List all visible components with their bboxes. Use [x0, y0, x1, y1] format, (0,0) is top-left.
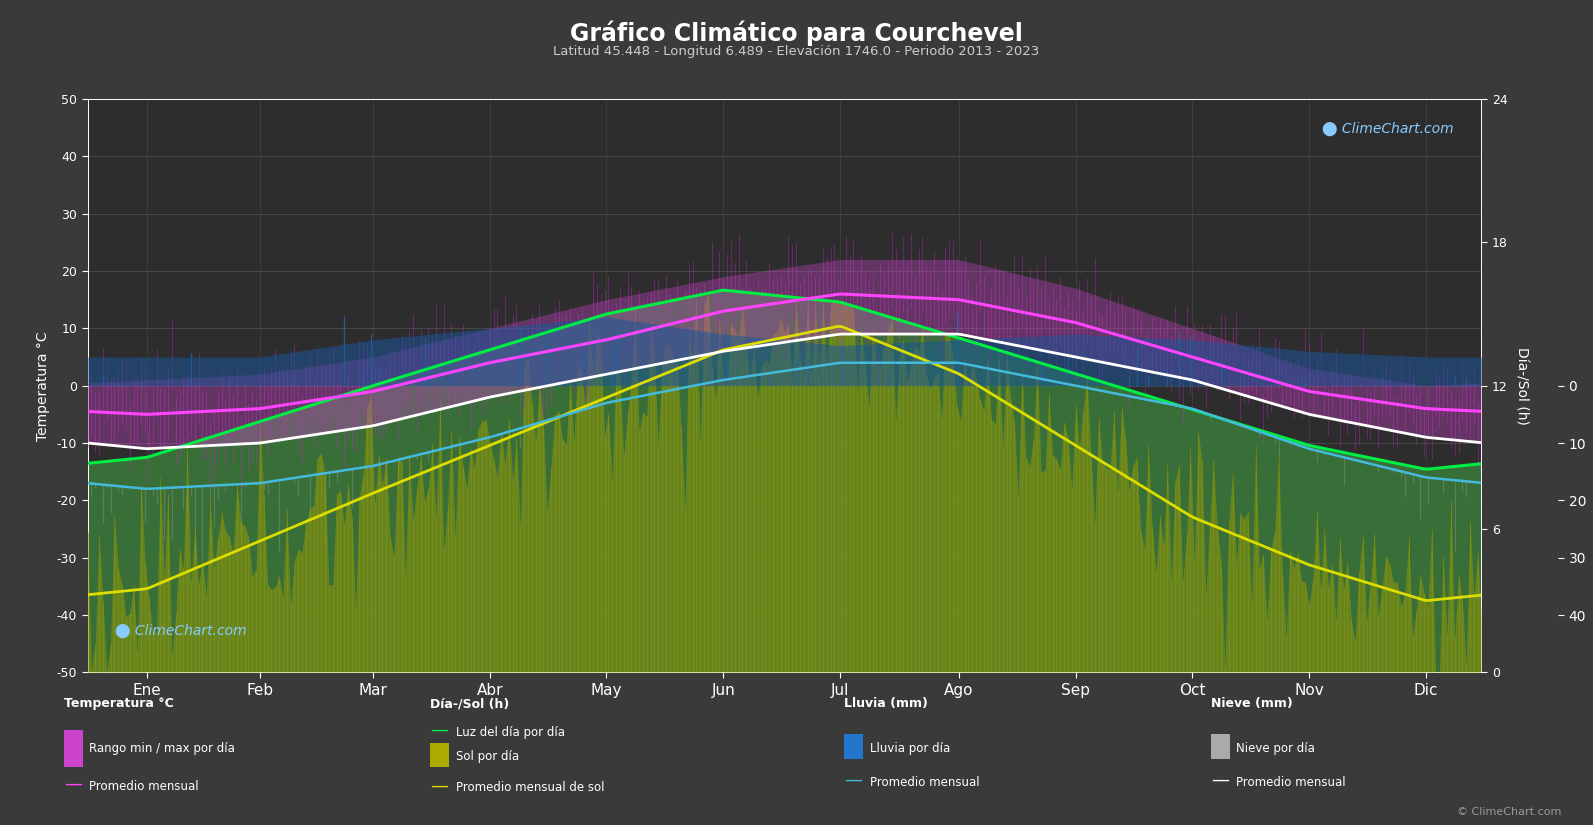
Text: ⬤ ClimeChart.com: ⬤ ClimeChart.com: [116, 624, 247, 638]
Text: ⬤ ClimeChart.com: ⬤ ClimeChart.com: [1322, 122, 1454, 136]
Text: Nieve (mm): Nieve (mm): [1211, 697, 1292, 710]
Text: Promedio mensual de sol: Promedio mensual de sol: [456, 781, 604, 794]
Text: Lluvia por día: Lluvia por día: [870, 742, 949, 755]
Y-axis label: Lluvia / Nieve
(mm): Lluvia / Nieve (mm): [1588, 343, 1593, 428]
Text: Rango min / max por día: Rango min / max por día: [89, 742, 236, 755]
Text: —: —: [430, 721, 448, 739]
Text: —: —: [430, 776, 448, 794]
Y-axis label: Día-/Sol (h): Día-/Sol (h): [1515, 346, 1529, 425]
Text: —: —: [64, 775, 81, 793]
Text: Promedio mensual: Promedio mensual: [1236, 776, 1346, 789]
Text: —: —: [844, 771, 862, 789]
Text: Sol por día: Sol por día: [456, 750, 519, 763]
Text: Temperatura °C: Temperatura °C: [64, 697, 174, 710]
Text: —: —: [1211, 771, 1228, 789]
Text: Día-/Sol (h): Día-/Sol (h): [430, 697, 510, 710]
Text: Promedio mensual: Promedio mensual: [89, 780, 199, 793]
Text: Lluvia (mm): Lluvia (mm): [844, 697, 929, 710]
Text: Promedio mensual: Promedio mensual: [870, 776, 980, 789]
Text: Gráfico Climático para Courchevel: Gráfico Climático para Courchevel: [570, 21, 1023, 46]
Text: © ClimeChart.com: © ClimeChart.com: [1456, 807, 1561, 817]
Y-axis label: Temperatura °C: Temperatura °C: [35, 331, 49, 441]
Text: Latitud 45.448 - Longitud 6.489 - Elevación 1746.0 - Periodo 2013 - 2023: Latitud 45.448 - Longitud 6.489 - Elevac…: [553, 45, 1040, 59]
Text: Nieve por día: Nieve por día: [1236, 742, 1316, 755]
Text: Luz del día por día: Luz del día por día: [456, 726, 564, 739]
